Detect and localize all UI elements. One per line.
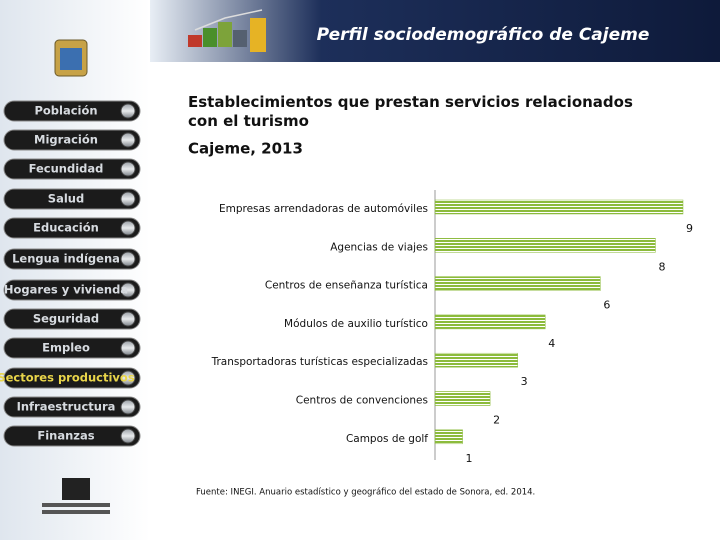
nav-button-bg[interactable]: [3, 337, 141, 359]
bar: [434, 391, 491, 406]
crest: [54, 39, 88, 77]
category-label: Módulos de auxilio turístico: [284, 318, 428, 330]
nav-button[interactable]: Migración: [3, 129, 141, 151]
category-label: Centros de convenciones: [296, 395, 428, 407]
chart-title: Establecimientos que prestan servicios r…: [188, 93, 633, 130]
bar: [434, 276, 601, 291]
nav-button[interactable]: Finanzas: [3, 425, 141, 447]
value-label: 9: [686, 222, 693, 235]
nav-button-bg[interactable]: [3, 279, 141, 301]
nav-button[interactable]: Población: [3, 100, 141, 122]
bar: [434, 238, 656, 253]
nav-button-knob[interactable]: [120, 428, 136, 444]
nav-button[interactable]: Lengua indígena: [3, 248, 141, 270]
nav-button-bg[interactable]: [3, 188, 141, 210]
bar: [434, 199, 684, 215]
nav-button-knob[interactable]: [120, 191, 136, 207]
nav-button[interactable]: Seguridad: [3, 308, 141, 330]
nav-button-knob[interactable]: [120, 161, 136, 177]
nav-button-bg[interactable]: [3, 367, 141, 389]
nav-button-knob[interactable]: [120, 340, 136, 356]
value-label: 4: [548, 337, 555, 350]
nav-label[interactable]: Fecundidad: [29, 162, 104, 176]
category-label: Transportadoras turísticas especializada…: [211, 356, 428, 368]
nav-button-knob[interactable]: [120, 251, 136, 267]
value-label: 6: [603, 299, 610, 312]
header-title: Perfil sociodemográfico de Cajeme: [317, 25, 650, 45]
header-logo: [188, 9, 266, 52]
nav-button[interactable]: Empleo: [3, 337, 141, 359]
value-label: 8: [658, 260, 665, 273]
nav-button-bg[interactable]: [3, 158, 141, 180]
chart-title-box: Establecimientos que prestan servicios r…: [188, 93, 633, 130]
nav-button-knob[interactable]: [120, 220, 136, 236]
nav-button[interactable]: Educación: [3, 217, 141, 239]
value-label: 3: [521, 375, 528, 388]
nav-button-bg[interactable]: [3, 129, 141, 151]
nav-label[interactable]: Empleo: [42, 341, 90, 355]
value-label: 2: [493, 414, 500, 427]
bar: [434, 314, 546, 330]
nav-button-knob[interactable]: [120, 370, 136, 386]
nav-label[interactable]: Finanzas: [37, 429, 94, 443]
nav-button-bg[interactable]: [3, 248, 141, 270]
inegi-logo: [42, 478, 110, 514]
nav-button-bg[interactable]: [3, 100, 141, 122]
nav-label[interactable]: Infraestructura: [17, 400, 116, 414]
nav-button[interactable]: Fecundidad: [3, 158, 141, 180]
nav-label[interactable]: Educación: [33, 221, 99, 235]
nav-label[interactable]: Población: [34, 104, 97, 118]
nav-button-knob[interactable]: [120, 282, 136, 298]
nav-button-bg[interactable]: [3, 425, 141, 447]
nav-label[interactable]: Seguridad: [33, 312, 99, 326]
nav-button[interactable]: Infraestructura: [3, 396, 141, 418]
chart-subtitle: Cajeme, 2013: [188, 140, 303, 158]
nav-button[interactable]: Salud: [3, 188, 141, 210]
nav-label[interactable]: Lengua indígena: [12, 252, 120, 266]
nav-button-bg[interactable]: [3, 217, 141, 239]
nav-button-knob[interactable]: [120, 103, 136, 119]
nav-button-knob[interactable]: [120, 132, 136, 148]
category-label: Empresas arrendadoras de automóviles: [219, 203, 428, 215]
value-label: 1: [466, 452, 473, 465]
nav-button-knob[interactable]: [120, 399, 136, 415]
nav-label[interactable]: Sectores productivos: [0, 371, 135, 385]
nav-label[interactable]: Migración: [34, 133, 98, 147]
nav-button[interactable]: Hogares y vivienda: [3, 279, 141, 301]
nav-button-knob[interactable]: [120, 311, 136, 327]
nav-button[interactable]: Sectores productivos: [0, 367, 141, 389]
category-label: Agencias de viajes: [330, 241, 428, 253]
nav-label[interactable]: Hogares y vivienda: [4, 283, 128, 297]
source-note: Fuente: INEGI. Anuario estadístico y geo…: [196, 488, 535, 498]
category-label: Campos de golf: [346, 433, 428, 445]
nav-button-bg[interactable]: [3, 396, 141, 418]
nav-button-bg[interactable]: [3, 308, 141, 330]
nav-label[interactable]: Salud: [48, 192, 84, 206]
sidebar: [0, 0, 150, 540]
category-label: Centros de enseñanza turística: [265, 280, 428, 292]
bar: [434, 429, 463, 445]
bar: [434, 352, 518, 368]
